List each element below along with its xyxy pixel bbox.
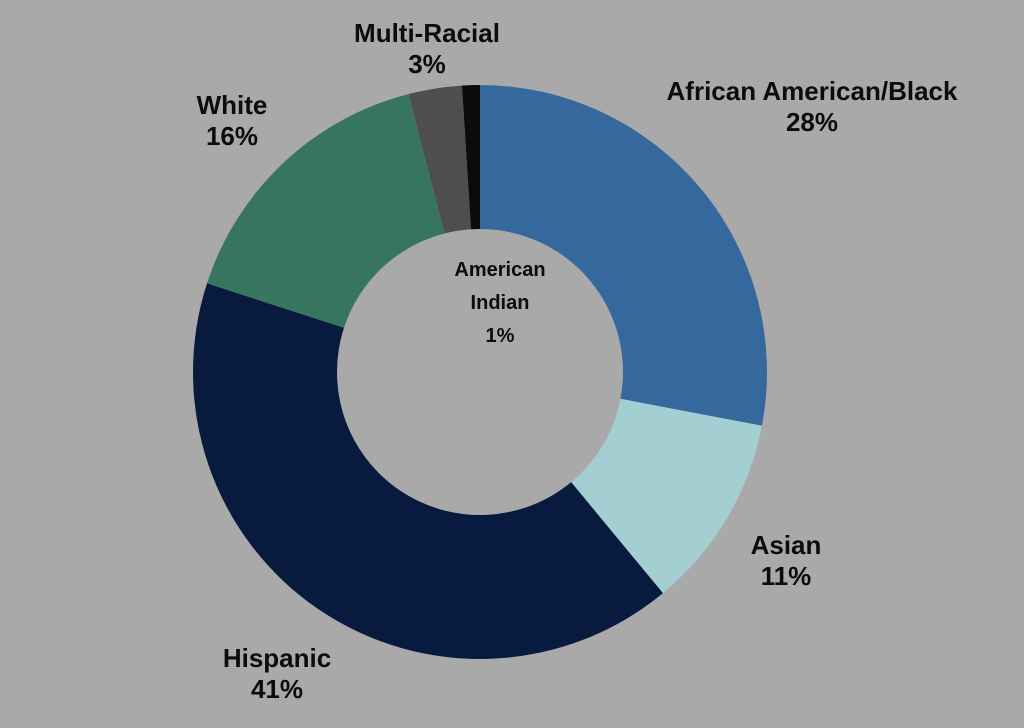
slice-label-name-line1: American: [454, 259, 546, 281]
slice-multi-racial: [408, 85, 472, 234]
slice-label-name: White: [196, 90, 268, 120]
slice-label-american-indian: American Indian 1%: [454, 254, 545, 353]
slice-label-african-american-black: African American/Black 28%: [667, 76, 958, 138]
slice-label-pct: 41%: [250, 674, 304, 704]
slice-label-pct: 28%: [785, 107, 839, 137]
slice-asian: [571, 398, 762, 594]
slice-label-name: Multi-Racial: [354, 18, 500, 48]
slice-label-multi-racial: Multi-Racial 3%: [354, 18, 500, 80]
slice-label-asian: Asian 11%: [751, 530, 822, 592]
slice-label-pct: 11%: [760, 561, 812, 591]
slice-label-pct: 16%: [205, 121, 259, 151]
slice-label-hispanic: Hispanic 41%: [223, 643, 331, 705]
slice-label-pct: 3%: [408, 49, 446, 79]
slice-label-name: Asian: [750, 530, 822, 560]
slice-african-american-black: [480, 85, 768, 426]
slice-label-white: White 16%: [197, 90, 268, 152]
slice-hispanic: [193, 283, 663, 660]
slice-white: [207, 94, 445, 328]
slice-label-pct: 1%: [485, 325, 515, 347]
slice-label-name: Hispanic: [222, 643, 332, 673]
slice-label-name: African American/Black: [666, 76, 958, 106]
slice-label-name-line2: Indian: [470, 292, 530, 314]
slice-american-indian: [461, 85, 480, 230]
